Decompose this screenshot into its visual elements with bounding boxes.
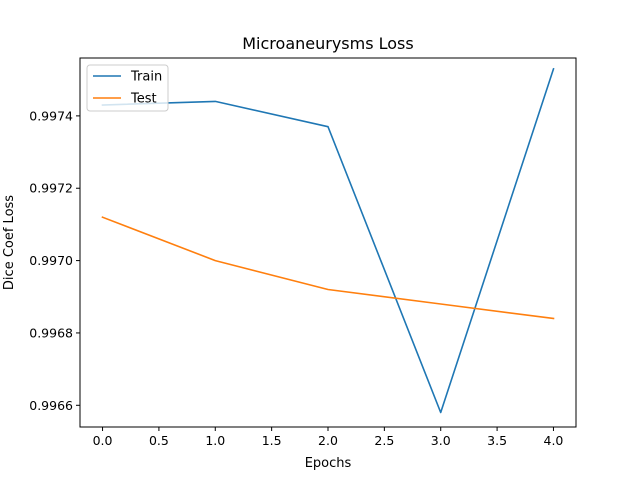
x-axis-ticks: 0.0 0.5 1.0 1.5 2.0 2.5 3.0 3.5 4.0 [93, 427, 564, 448]
x-axis-label: Epochs [305, 456, 352, 471]
legend: Train Test [86, 64, 169, 112]
x-tick-label: 2.5 [374, 433, 394, 448]
y-axis-ticks: 0.9966 0.9968 0.9970 0.9972 0.9974 [29, 108, 80, 413]
y-tick-label: 0.9972 [29, 181, 73, 196]
x-tick-label: 2.0 [318, 433, 338, 448]
series-layer [101, 67, 555, 414]
y-tick-label: 0.9970 [29, 253, 73, 268]
y-tick-label: 0.9966 [29, 398, 73, 413]
x-tick-label: 1.0 [205, 433, 225, 448]
y-axis-label: Dice Coef Loss [2, 195, 17, 290]
legend-label-test: Test [130, 92, 157, 107]
y-tick-label: 0.9974 [29, 108, 73, 123]
x-tick-label: 0.0 [93, 433, 113, 448]
series-line-test [101, 216, 555, 320]
y-tick-label: 0.9968 [29, 325, 73, 340]
x-tick-label: 4.0 [544, 433, 564, 448]
x-tick-label: 1.5 [262, 433, 282, 448]
series-line-train [101, 67, 555, 414]
chart-title: Microaneurysms Loss [242, 34, 413, 53]
legend-label-train: Train [130, 70, 162, 85]
plot-frame [79, 57, 577, 428]
x-tick-label: 3.0 [431, 433, 451, 448]
x-tick-label: 0.5 [149, 433, 169, 448]
x-tick-label: 3.5 [487, 433, 507, 448]
